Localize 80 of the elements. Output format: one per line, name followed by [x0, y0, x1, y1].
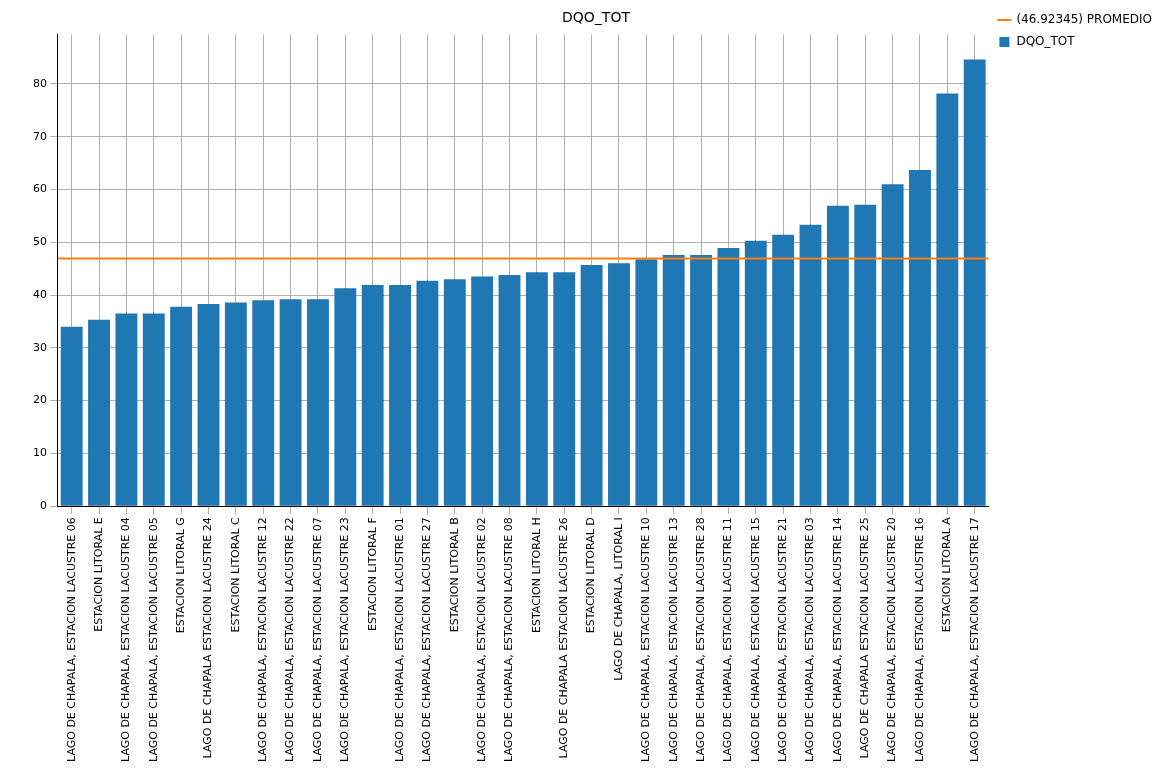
y-tick-label: 20	[33, 393, 47, 407]
x-tick-label: LAGO DE CHAPALA, ESTACION LACUSTRE 01	[392, 517, 406, 762]
x-tick-label: LAGO DE CHAPALA, ESTACION LACUSTRE 27	[420, 517, 434, 762]
bar	[525, 272, 548, 506]
x-tick-label: LAGO DE CHAPALA, ESTACION LACUSTRE 10	[639, 517, 653, 762]
x-tick-label: ESTACION LITORAL E	[91, 517, 105, 632]
bar	[963, 59, 986, 506]
bar	[799, 224, 822, 506]
y-tick-label: 30	[33, 340, 47, 354]
bar	[361, 285, 384, 506]
x-tick-label: LAGO DE CHAPALA, ESTACION LACUSTRE 11	[721, 517, 735, 762]
bar	[854, 204, 877, 506]
bar	[224, 302, 247, 506]
y-tick-label: 70	[33, 129, 47, 143]
bar	[471, 276, 494, 506]
x-tick-label: LAGO DE CHAPALA, ESTACION LACUSTRE 08	[502, 517, 516, 762]
y-tick-label: 60	[33, 182, 47, 196]
bar	[553, 272, 576, 506]
x-tick-label: LAGO DE CHAPALA, ESTACION LACUSTRE 21	[776, 517, 790, 762]
x-tick-label: LAGO DE CHAPALA, ESTACION LACUSTRE 02	[475, 517, 488, 762]
bar	[580, 264, 603, 506]
x-tick-label: LAGO DE CHAPALA, LITORAL I	[611, 517, 625, 681]
x-tick-label: LAGO DE CHAPALA, ESTACION LACUSTRE 20	[885, 517, 899, 762]
bar	[252, 300, 275, 506]
bar	[279, 299, 302, 506]
bar	[307, 299, 329, 506]
x-tick-label: ESTACION LITORAL B	[447, 517, 461, 633]
x-tick-label: LAGO DE CHAPALA, ESTACION LACUSTRE 28	[693, 517, 707, 762]
x-tick-label: LAGO DE CHAPALA ESTACION LACUSTRE 26	[557, 517, 571, 759]
x-tick-label: LAGO DE CHAPALA ESTACION LACUSTRE 25	[858, 517, 872, 759]
bar	[690, 254, 713, 506]
y-tick-label: 10	[33, 446, 47, 460]
x-tick-label: LAGO DE CHAPALA, ESTACION LACUSTRE 16	[912, 517, 926, 762]
bar	[498, 274, 521, 506]
x-tick-label: LAGO DE CHAPALA, ESTACION LACUSTRE 14	[830, 517, 844, 762]
bar	[142, 313, 165, 506]
bar	[170, 306, 193, 506]
bar	[826, 205, 849, 506]
x-tick-label: LAGO DE CHAPALA, ESTACION LACUSTRE 07	[310, 517, 324, 762]
x-tick-label: LAGO DE CHAPALA, ESTACION LACUSTRE 17	[967, 517, 981, 762]
x-tick-label: LAGO DE CHAPALA, ESTACION LACUSTRE 15	[748, 517, 762, 762]
legend-label: (46.92345) PROMEDIO	[1016, 12, 1153, 27]
y-tick-label: 50	[33, 235, 47, 249]
bar	[635, 259, 658, 506]
bar	[334, 288, 357, 506]
chart-title: DQO_TOT	[562, 9, 631, 26]
bar	[389, 285, 411, 506]
bar	[608, 263, 630, 506]
bar	[909, 169, 931, 506]
x-tick-label: ESTACION LITORAL H	[529, 517, 543, 633]
y-tick-label: 80	[33, 76, 47, 90]
legend-label: DQO_TOT	[1016, 34, 1076, 49]
bar	[744, 240, 767, 506]
bar	[717, 248, 740, 506]
bar	[772, 234, 795, 506]
bar	[416, 280, 439, 506]
x-tick-label: LAGO DE CHAPALA, ESTACION LACUSTRE 03	[803, 517, 817, 762]
x-tick-label: LAGO DE CHAPALA, ESTACION LACUSTRE 13	[666, 517, 680, 762]
x-tick-label: LAGO DE CHAPALA, ESTACION LACUSTRE 06	[64, 517, 78, 762]
y-tick-label: 0	[40, 499, 47, 513]
x-tick-label: ESTACION LITORAL D	[584, 517, 598, 634]
x-tick-label: ESTACION LITORAL A	[940, 516, 954, 633]
bar	[443, 279, 466, 506]
x-tick-label: LAGO DE CHAPALA, ESTACION LACUSTRE 05	[146, 517, 160, 762]
x-tick-label: LAGO DE CHAPALA, ESTACION LACUSTRE 23	[338, 517, 352, 762]
x-tick-label: LAGO DE CHAPALA ESTACION LACUSTRE 24	[201, 517, 215, 759]
x-tick-label: LAGO DE CHAPALA, ESTACION LACUSTRE 22	[283, 517, 297, 762]
bar	[881, 184, 904, 506]
bar	[88, 319, 110, 506]
bar	[197, 304, 220, 506]
bar	[115, 313, 138, 506]
x-tick-label: LAGO DE CHAPALA, ESTACION LACUSTRE 04	[119, 517, 133, 762]
bar	[662, 254, 685, 506]
bar	[936, 93, 959, 506]
x-tick-label: ESTACION LITORAL C	[228, 516, 242, 633]
y-tick-label: 40	[33, 287, 47, 301]
x-tick-label: ESTACION LITORAL G	[174, 517, 187, 634]
x-tick-label: LAGO DE CHAPALA, ESTACION LACUSTRE 12	[256, 517, 270, 762]
bar	[60, 326, 83, 506]
x-tick-label: ESTACION LITORAL F	[365, 517, 379, 632]
